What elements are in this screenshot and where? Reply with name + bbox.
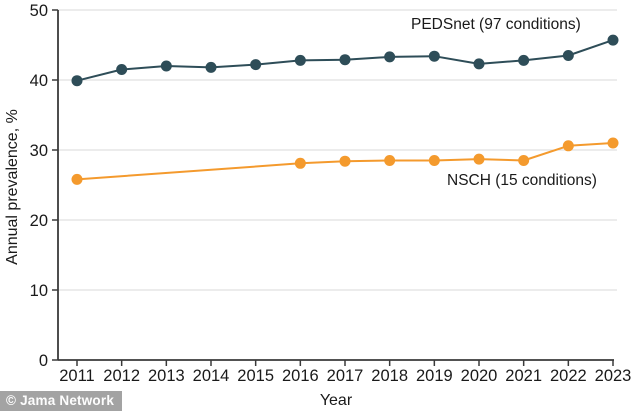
- pedsnet-point: [205, 61, 217, 73]
- pedsnet-point: [116, 64, 128, 75]
- nsch-point: [428, 155, 440, 166]
- nsch-point: [71, 173, 83, 185]
- y-tick-label: 40: [30, 72, 48, 90]
- pedsnet-point: [384, 51, 396, 63]
- nsch-point: [294, 157, 306, 169]
- x-tick-label: 2020: [461, 367, 498, 385]
- x-tick-label: 2016: [282, 367, 319, 385]
- pedsnet-point: [294, 54, 306, 66]
- nsch-point: [339, 155, 351, 167]
- pedsnet-point: [71, 75, 83, 87]
- y-tick-label: 0: [39, 352, 48, 370]
- y-tick-label: 50: [30, 2, 48, 20]
- pedsnet-point: [473, 58, 485, 70]
- nsch-point: [562, 140, 574, 152]
- x-axis-title: Year: [319, 392, 353, 409]
- nsch-point: [384, 155, 396, 166]
- pedsnet-point: [250, 59, 262, 71]
- x-tick-label: 2022: [550, 367, 587, 385]
- pedsnet-point: [428, 50, 440, 62]
- x-tick-label: 2017: [327, 367, 364, 385]
- y-tick-label: 10: [30, 282, 48, 300]
- x-tick-label: 2015: [237, 367, 274, 385]
- x-tick-label: 2021: [505, 367, 542, 385]
- pedsnet-point: [160, 60, 172, 72]
- x-tick-label: 2019: [416, 367, 453, 385]
- nsch-series-label: NSCH (15 conditions): [447, 172, 597, 189]
- pedsnet-point: [607, 34, 619, 46]
- y-tick-label: 20: [30, 212, 48, 230]
- jama-network-watermark: © Jama Network: [0, 391, 123, 411]
- x-tick-label: 2018: [371, 367, 408, 385]
- x-tick-label: 2013: [148, 367, 185, 385]
- pedsnet-series-label: PEDSnet (97 conditions): [411, 16, 581, 33]
- nsch-point: [518, 155, 530, 166]
- nsch-point: [607, 137, 619, 149]
- pedsnet-point: [339, 54, 351, 66]
- y-axis-title: Annual prevalence, %: [4, 109, 21, 265]
- x-tick-label: 2011: [59, 367, 94, 385]
- x-tick-label: 2014: [193, 367, 230, 385]
- nsch-point: [473, 153, 485, 165]
- pedsnet-point: [518, 54, 530, 66]
- y-tick-label: 30: [30, 142, 48, 160]
- x-tick-label: 2012: [103, 367, 140, 385]
- pedsnet-point: [562, 50, 574, 61]
- x-tick-label: 2023: [595, 367, 632, 385]
